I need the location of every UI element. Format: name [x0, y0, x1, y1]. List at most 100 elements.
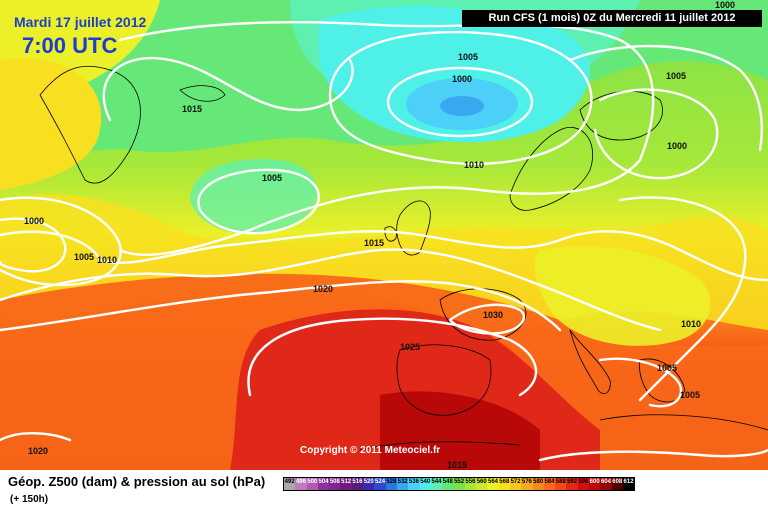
isobar-label: 1010: [464, 160, 484, 170]
colorbar-label: 556: [465, 479, 476, 485]
colorbar-swatch: 604: [600, 478, 612, 490]
isobar-label: 1015: [364, 238, 384, 248]
parameter-title: Géop. Z500 (dam) & pression au sol (hPa): [8, 474, 266, 489]
colorbar-label: 600: [589, 479, 600, 485]
isobar-labels: 1000 1005 1000 1015 1005 1010 1005 1000 …: [24, 0, 735, 470]
colorbar-label: 544: [431, 479, 442, 485]
colorbar-swatch: 560: [476, 478, 488, 490]
coast-iberia: [396, 344, 492, 416]
colorbar-swatch: 536: [408, 478, 420, 490]
isobar-1005-mid: [197, 168, 321, 235]
region-deep-red: [380, 391, 540, 470]
colorbar-label: 592: [567, 479, 578, 485]
colorbar-swatch: 556: [464, 478, 477, 490]
colorbar-label: 608: [612, 479, 623, 485]
colorbar-label: 524: [375, 479, 386, 485]
colorbar-label: 540: [420, 479, 431, 485]
isobar-1020-band: [0, 280, 562, 332]
colorbar-label: 584: [544, 479, 555, 485]
colorbar-swatch: 540: [419, 478, 431, 490]
colorbar-swatch: 544: [430, 478, 443, 490]
colorbar-label: 548: [442, 479, 453, 485]
coast-ireland: [384, 226, 397, 242]
colorbar-label: 516: [352, 479, 363, 485]
isobar-label: 1000: [24, 216, 44, 226]
isobar-label: 1000: [715, 0, 735, 10]
isobar-label: 1015: [447, 460, 467, 470]
colorbar-swatch: 492: [284, 478, 296, 490]
coast-greece: [639, 358, 686, 403]
colorbar-label: 496: [295, 479, 306, 485]
isobar-label: 1010: [97, 255, 117, 265]
colorbar-swatch: 580: [532, 478, 544, 490]
colorbar-swatch: 516: [351, 478, 364, 490]
colorbar-label: 604: [600, 479, 611, 485]
colorbar-label: 560: [476, 479, 487, 485]
isobar-1005-north: [328, 30, 593, 165]
z500-colorbar: 492 496 500 504 508 512 516 520 524 528 532 536 540 5…: [283, 477, 636, 491]
colorbar-swatch: 496: [295, 478, 307, 490]
coast-iceland: [179, 85, 226, 102]
colorbar-swatch: 500: [306, 478, 318, 490]
colorbar-label: 508: [329, 479, 340, 485]
colorbar-label: 552: [454, 479, 465, 485]
colorbar-label: 528: [386, 479, 397, 485]
region-low-center: [440, 96, 484, 116]
colorbar-swatch: 568: [498, 478, 510, 490]
isobar-1015-south: [538, 448, 768, 462]
isobar-label: 1020: [313, 284, 333, 294]
colorbar-label: 520: [363, 479, 374, 485]
coast-greenland: [39, 65, 141, 184]
colorbar-swatch: 508: [329, 478, 341, 490]
colorbar-swatch: 528: [385, 478, 397, 490]
isobar-label: 1005: [657, 363, 677, 373]
coast-north-africa-east: [599, 414, 768, 431]
colorbar-label: 572: [510, 479, 521, 485]
colorbar-label: 536: [408, 479, 419, 485]
colorbar-label: 580: [533, 479, 544, 485]
isobar-1015-greenland: [102, 56, 354, 122]
copyright-notice: Copyright © 2011 Meteociel.fr: [300, 445, 441, 456]
isobar-label: 1030: [483, 310, 503, 320]
isobar-1010-north: [118, 21, 655, 257]
colorbar-label: 492: [284, 479, 295, 485]
model-run-label: Run CFS (1 mois) 0Z du Mercredi 11 juill…: [462, 10, 762, 27]
colorbar-label: 596: [578, 479, 589, 485]
forecast-date: Mardi 17 juillet 2012: [14, 14, 147, 30]
colorbar-swatch: 600: [589, 478, 601, 490]
colorbar-label: 576: [521, 479, 532, 485]
isobar-label: 1010: [681, 319, 701, 329]
isobar-label: 1020: [28, 446, 48, 456]
isobar-label: 1005: [74, 252, 94, 262]
isobar-1005-east: [598, 357, 683, 408]
isobar-1010-east: [618, 196, 747, 402]
coast-scandinavia: [509, 127, 594, 211]
colorbar-swatch: 532: [396, 478, 409, 490]
coast-finland: [579, 90, 663, 141]
colorbar-swatch: 512: [340, 478, 352, 490]
coast-north-africa-west: [359, 441, 521, 451]
colorbar-swatch: 572: [509, 478, 522, 490]
colorbar-swatch: 520: [363, 478, 375, 490]
isobar-label: 1000: [452, 74, 472, 84]
isobar-1030: [448, 303, 526, 335]
isobar-label: 1005: [458, 52, 478, 62]
colorbar-swatch: 564: [487, 478, 499, 490]
colorbar-swatch: 588: [555, 478, 567, 490]
colorbar-label: 564: [487, 479, 498, 485]
colorbar-label: 588: [555, 479, 566, 485]
colorbar-swatch: 576: [521, 478, 533, 490]
region-west-yellow: [0, 58, 102, 190]
isobar-1005-northeast: [568, 44, 763, 152]
colorbar-label: 504: [318, 479, 329, 485]
colorbar-swatch: 552: [453, 478, 465, 490]
coast-italy: [569, 329, 611, 394]
isobar-label: 1005: [666, 71, 686, 81]
isobars: [0, 21, 768, 462]
isobar-1000-west: [0, 217, 67, 273]
colorbar-label: 568: [499, 479, 510, 485]
colorbar-label: 612: [623, 479, 634, 485]
isobar-label: 1025: [400, 342, 420, 352]
